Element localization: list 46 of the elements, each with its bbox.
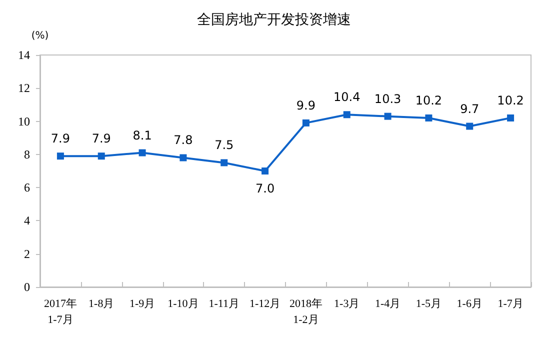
y-tick-label: 2 — [24, 246, 30, 261]
point — [507, 114, 514, 122]
data-label: 8.1 — [132, 128, 152, 142]
x-tick-label: 2018年 1-2月 — [289, 298, 322, 326]
point — [466, 122, 474, 130]
data-label: 9.7 — [460, 102, 480, 116]
y-tick-label: 12 — [18, 81, 30, 96]
data-label: 9.9 — [296, 98, 316, 112]
chart-title: 全国房地产开发投资增速 — [197, 12, 351, 28]
point — [343, 111, 350, 118]
data-label: 7.5 — [214, 138, 234, 152]
point — [384, 112, 392, 120]
x-tick-label: 1-10月 — [168, 298, 199, 310]
y-axis-title: (%) — [31, 30, 49, 42]
x-tick-label: 1-8月 — [88, 298, 114, 310]
point — [98, 152, 105, 160]
x-tick-label: 1-12月 — [249, 298, 281, 310]
data-label: 10.4 — [334, 90, 360, 104]
data-label: 7.0 — [255, 182, 275, 196]
x-tick-label: 1-5月 — [416, 298, 442, 310]
point — [425, 114, 432, 122]
data-label: 10.2 — [415, 93, 442, 108]
x-tick-label: 1-7月 — [498, 298, 524, 310]
data-label: 7.8 — [174, 133, 193, 148]
y-tick-label: 14 — [18, 48, 30, 62]
y-tick-label: 6 — [24, 180, 30, 195]
point — [220, 159, 228, 166]
point — [302, 119, 310, 126]
point — [262, 168, 269, 174]
point — [138, 149, 146, 156]
x-tick-label: 1-3月 — [334, 298, 360, 310]
y-tick-label: 8 — [24, 147, 30, 162]
y-tick-label: 0 — [24, 280, 30, 294]
x-tick-label: 1-11月 — [208, 298, 240, 310]
x-tick-label: 1-4月 — [374, 298, 401, 310]
data-label: 7.9 — [92, 132, 111, 146]
x-tick-label: 1-9月 — [129, 298, 156, 310]
x-tick-label: 2017年 1-7月 — [44, 298, 77, 326]
x-tick-label: 1-6月 — [456, 298, 482, 310]
data-label: 10.2 — [497, 93, 524, 108]
y-tick-label: 4 — [24, 214, 30, 228]
point — [180, 154, 187, 162]
y-tick-label: 10 — [18, 114, 30, 128]
data-label: 10.3 — [374, 92, 402, 106]
point — [56, 152, 64, 160]
data-label: 7.9 — [50, 132, 70, 146]
